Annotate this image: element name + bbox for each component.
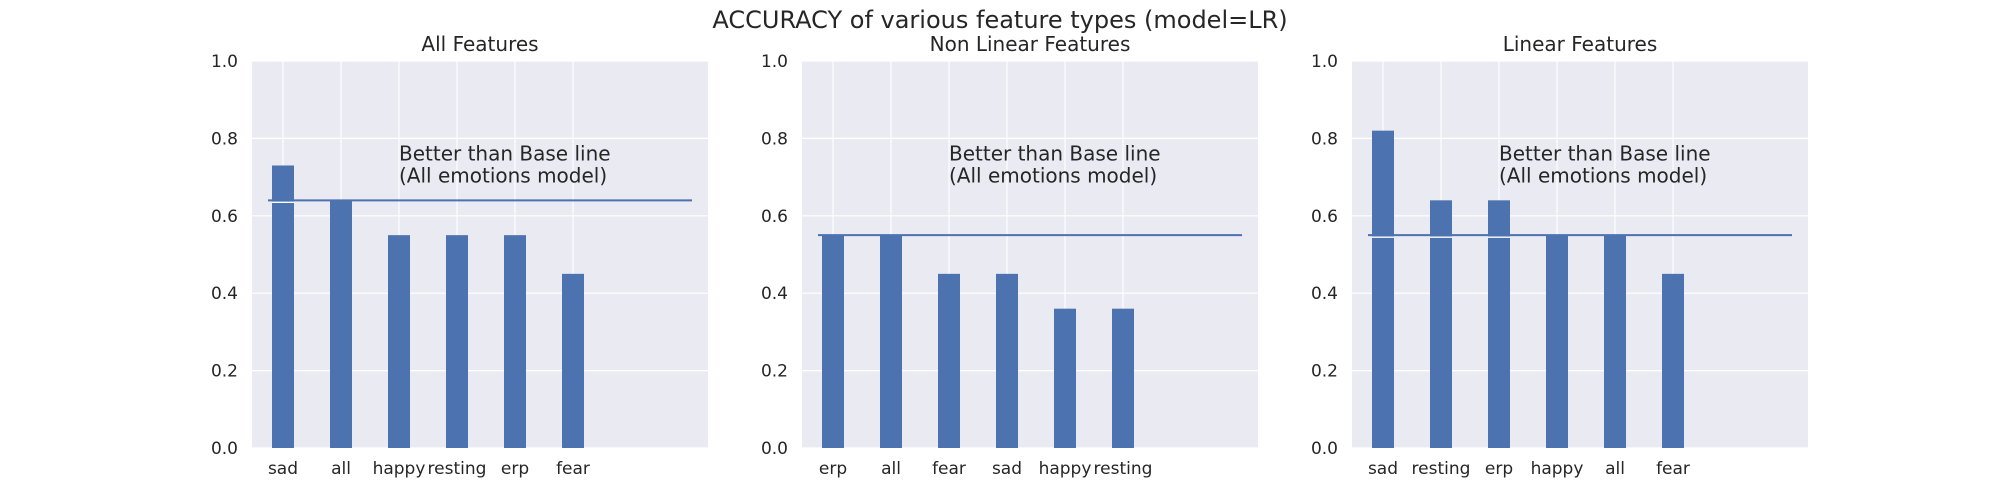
- y-tick-label: 0.6: [761, 207, 788, 227]
- x-tick-label: erp: [501, 459, 529, 479]
- x-tick-label: all: [331, 459, 351, 479]
- y-tick-label: 0.0: [761, 439, 788, 459]
- panel-title: Non Linear Features: [930, 32, 1131, 56]
- x-tick-label: erp: [1485, 459, 1513, 479]
- bar-happy: [1054, 308, 1076, 448]
- panel-linear-features: Linear Features Better than Base line (A…: [1311, 32, 1808, 479]
- x-tick-label: happy: [373, 459, 426, 479]
- bar-sad: [1372, 130, 1394, 448]
- y-tick-label: 1.0: [211, 52, 238, 72]
- x-tick-label: sad: [1368, 459, 1398, 479]
- y-tick-label: 0.0: [211, 439, 238, 459]
- bar-resting: [1112, 308, 1134, 448]
- x-tick-label: fear: [556, 459, 590, 479]
- x-tick-label: resting: [1094, 459, 1153, 479]
- x-tick-label: fear: [1656, 459, 1690, 479]
- bar-fear: [938, 273, 960, 448]
- annotation-line-2: (All emotions model): [1499, 163, 1707, 187]
- x-tick-label: sad: [268, 459, 298, 479]
- bar-fear: [1662, 273, 1684, 448]
- y-tick-label: 0.2: [211, 362, 238, 382]
- y-tick-label: 0.8: [761, 129, 788, 149]
- plot-area: [252, 61, 708, 448]
- bar-resting: [446, 235, 468, 448]
- panel-all-features: All Features Better than Base line (All …: [211, 32, 708, 479]
- y-tick-label: 1.0: [761, 52, 788, 72]
- y-tick-label: 0.6: [211, 207, 238, 227]
- y-tick-label: 0.4: [211, 284, 238, 304]
- annotation-line-2: (All emotions model): [399, 163, 607, 187]
- y-tick-label: 0.8: [1311, 129, 1338, 149]
- panel-title: All Features: [421, 32, 538, 56]
- panel-non-linear-features: Non Linear Features Better than Base lin…: [761, 32, 1258, 479]
- x-tick-label: fear: [932, 459, 966, 479]
- bar-happy: [388, 235, 410, 448]
- y-tick-label: 0.2: [761, 362, 788, 382]
- x-tick-label: all: [881, 459, 901, 479]
- x-tick-label: happy: [1039, 459, 1092, 479]
- bar-resting: [1430, 200, 1452, 448]
- bar-sad: [996, 273, 1018, 448]
- bar-fear: [562, 273, 584, 448]
- x-tick-label: erp: [819, 459, 847, 479]
- x-tick-label: resting: [1412, 459, 1471, 479]
- annotation-line-1: Better than Base line: [949, 141, 1161, 165]
- bar-happy: [1546, 235, 1568, 448]
- bar-sad: [272, 165, 294, 449]
- y-tick-label: 0.4: [761, 284, 788, 304]
- x-tick-label: resting: [428, 459, 487, 479]
- plot-area: [1352, 61, 1808, 448]
- y-tick-label: 0.6: [1311, 207, 1338, 227]
- bar-all: [330, 200, 352, 448]
- y-tick-label: 0.2: [1311, 362, 1338, 382]
- bar-erp: [1488, 200, 1510, 448]
- x-tick-label: sad: [992, 459, 1022, 479]
- y-tick-label: 0.8: [211, 129, 238, 149]
- x-tick-label: happy: [1531, 459, 1584, 479]
- bar-erp: [504, 235, 526, 448]
- plot-area: [802, 61, 1258, 448]
- annotation-line-1: Better than Base line: [1499, 141, 1711, 165]
- x-tick-label: all: [1605, 459, 1625, 479]
- annotation-line-2: (All emotions model): [949, 163, 1157, 187]
- figure-title: ACCURACY of various feature types (model…: [712, 6, 1287, 34]
- y-tick-label: 1.0: [1311, 52, 1338, 72]
- bar-all: [880, 235, 902, 448]
- annotation-line-1: Better than Base line: [399, 141, 611, 165]
- bar-erp: [822, 235, 844, 448]
- y-tick-label: 0.0: [1311, 439, 1338, 459]
- panel-title: Linear Features: [1503, 32, 1658, 56]
- y-tick-label: 0.4: [1311, 284, 1338, 304]
- bar-all: [1604, 235, 1626, 448]
